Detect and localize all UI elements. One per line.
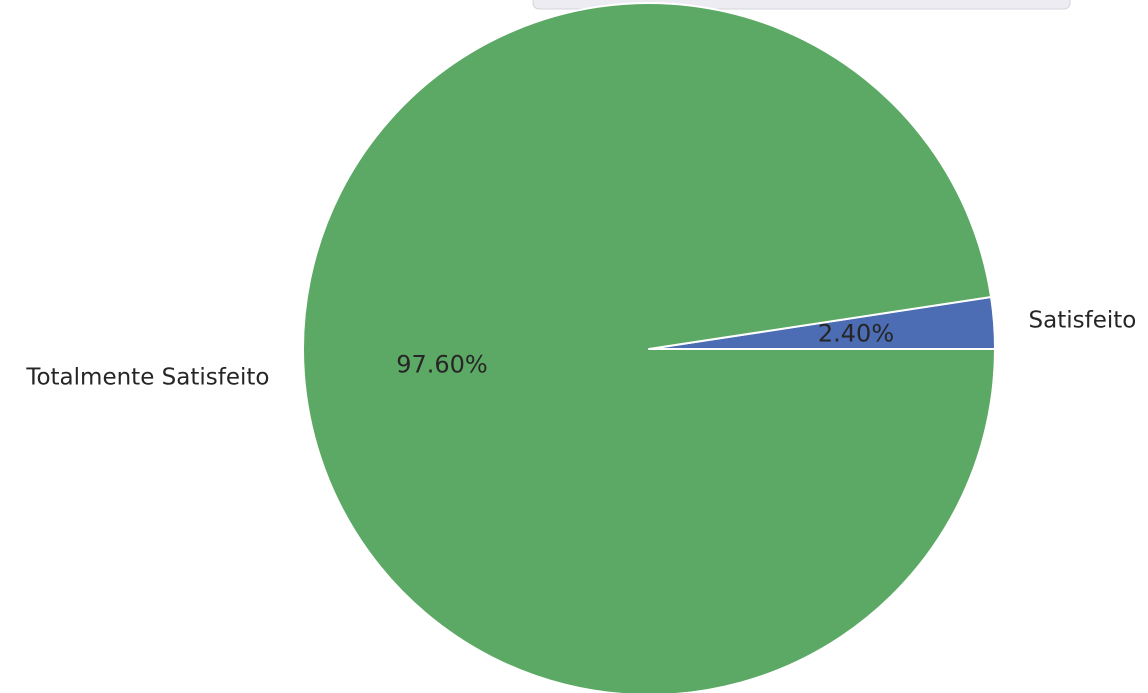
pie-labels: 2.40% Satisfeito 97.60% Totalmente Satisfei… [25,307,1136,390]
category-label: Satisfeito [1029,307,1137,333]
percent-label: 97.60% [396,351,488,379]
pie-slices [302,2,996,693]
percent-label: 2.40% [818,319,894,347]
category-label: Totalmente Satisfeito [25,365,269,391]
pie-slice-totalmente-satisfeito [302,2,996,693]
